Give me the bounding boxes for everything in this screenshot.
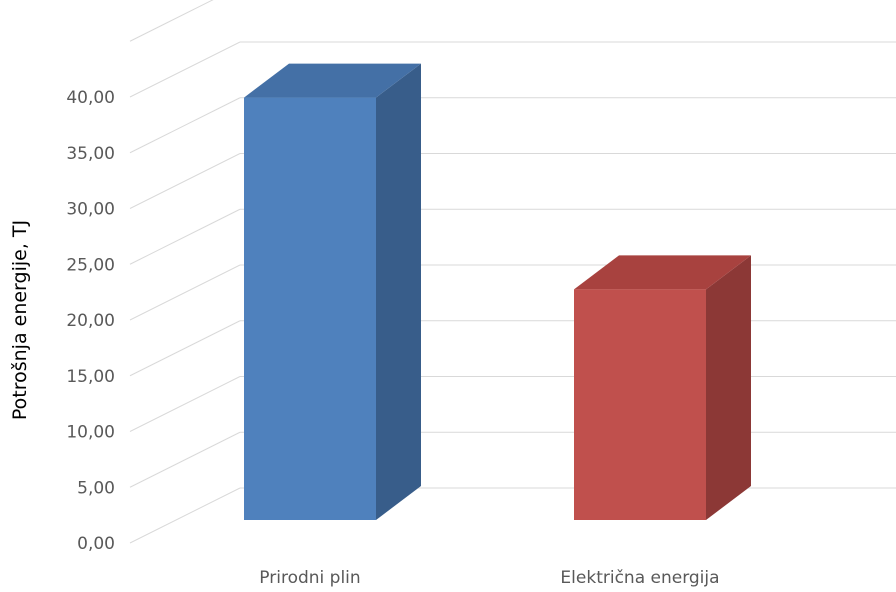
gridline-diagonal [129, 487, 241, 544]
y-tick-label: 0,00 [77, 534, 115, 554]
bar-top-face [244, 63, 421, 98]
y-tick-label: 35,00 [66, 144, 115, 164]
y-tick-label: 15,00 [66, 367, 115, 387]
gridline-diagonal [129, 97, 241, 154]
gridline-diagonal [129, 264, 241, 321]
bar-1 [244, 63, 421, 520]
bar-side-face [376, 63, 421, 520]
y-tick-label: 10,00 [66, 423, 115, 443]
y-tick-label: 25,00 [66, 255, 115, 275]
x-category-label: Električna energija [560, 568, 719, 587]
x-axis-categories: Prirodni plin Električna energija [259, 568, 719, 588]
gridline-diagonal [129, 320, 241, 377]
y-tick-label: 20,00 [66, 311, 115, 331]
y-axis-ticks: 0,00 5,00 10,00 15,00 20,00 25,00 30,00 35,00 40… [66, 88, 115, 554]
gridline-diagonal [129, 376, 241, 432]
gridline-diagonal [129, 41, 241, 98]
gridline-diagonal [129, 431, 241, 488]
y-tick-label: 5,00 [77, 478, 115, 498]
gridline-diagonal [129, 208, 241, 265]
bar-2 [574, 255, 751, 521]
y-tick-label: 30,00 [66, 200, 115, 220]
bars [244, 63, 751, 521]
x-category-label: Prirodni plin [259, 568, 360, 587]
bar-front-face [574, 289, 706, 520]
y-tick-label: 40,00 [66, 88, 115, 108]
bar-side-face [706, 255, 751, 521]
y-axis-title: Potrošnja energije, TJ [9, 220, 31, 420]
bar-front-face [244, 97, 376, 520]
gridline-diagonal [129, 153, 241, 209]
bar-top-face [574, 255, 751, 290]
gridline-diagonal [129, 0, 214, 42]
